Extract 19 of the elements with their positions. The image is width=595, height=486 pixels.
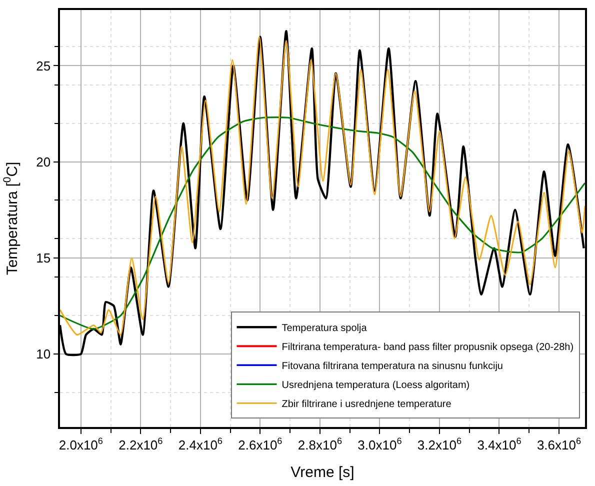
x-tick-label: 3.4x10$^{6}$ xyxy=(477,436,522,452)
x-tick-label: 2.0x10$^{6}$ xyxy=(58,436,103,452)
legend-label: Fitovana filtrirana temperatura na sinusnu funkciju xyxy=(282,361,503,372)
x-tick-label: 2.8x10$^{6}$ xyxy=(298,436,342,452)
legend-label: Zbir filtrirane i usrednjene temperature xyxy=(282,399,452,410)
legend-label: Filtrirana temperatura- band pass filter propusnik opsega (20-28h) xyxy=(282,342,574,354)
y-tick-label: 10 xyxy=(36,346,51,362)
y-tick-label: 25 xyxy=(36,58,51,74)
x-tick-label: 3.6x10$^{6}$ xyxy=(536,436,582,452)
x-tick-label: 2.4x10$^{6}$ xyxy=(178,436,222,452)
legend-label: Usrednjena temperatura (Loess algoritam) xyxy=(282,380,470,392)
x-tick-label: 3.0x10$^{6}$ xyxy=(358,436,402,452)
y-tick-label: 15 xyxy=(36,250,51,266)
x-tick-label: 2.2x10$^{6}$ xyxy=(118,436,163,452)
x-tick-label: 3.2x10$^{6}$ xyxy=(417,436,462,452)
x-tick-label: 2.6x10$^{6}$ xyxy=(238,436,282,452)
legend-label: Temperatura spolja xyxy=(282,323,368,334)
x-axis-title: Vreme [s] xyxy=(290,464,354,481)
y-tick-label: 20 xyxy=(36,154,51,170)
